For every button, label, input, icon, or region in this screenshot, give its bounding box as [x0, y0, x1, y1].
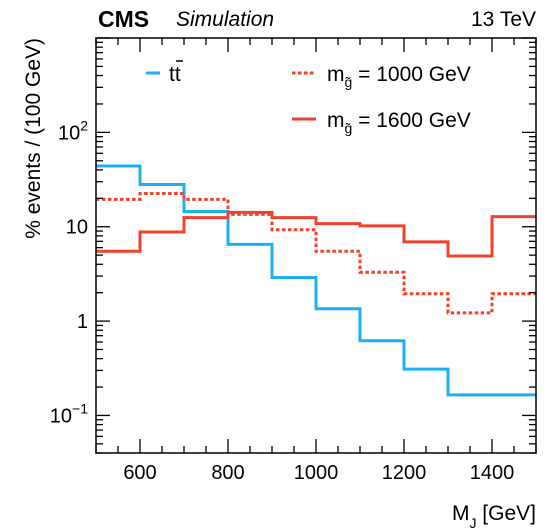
x-axis-title: MJ [GeV] — [452, 502, 536, 531]
x-tick-label: 1200 — [382, 462, 427, 484]
legend-label-gluino1600: mg̃ = 1600 GeV — [327, 109, 471, 136]
y-tick-label: 1 — [77, 311, 88, 333]
experiment-label: CMS — [98, 6, 149, 32]
legend-label-gluino1000: mg̃ = 1000 GeV — [327, 63, 471, 90]
qualifier-label: Simulation — [176, 8, 274, 31]
legend-label-ttbar: tt — [169, 63, 181, 86]
x-axis-title-main: M — [452, 502, 470, 525]
x-tick-label: 800 — [211, 462, 244, 484]
series-line-ttbar — [96, 164, 536, 397]
x-axis-title-unit: [GeV] — [476, 502, 536, 525]
series-layer — [96, 164, 536, 397]
x-tick-label: 600 — [123, 462, 156, 484]
energy-label: 13 TeV — [471, 8, 536, 31]
plot-frame — [95, 37, 537, 454]
legend: tt mg̃ = 1000 GeV mg̃ = 1600 GeV — [146, 60, 471, 136]
series-line-gluino1600 — [96, 210, 536, 258]
y-tick-label: 10 — [66, 217, 88, 239]
x-tick-label: 1400 — [470, 462, 515, 484]
y-tick-label: 10−1 — [50, 400, 88, 427]
series-line-gluino1000 — [96, 192, 536, 315]
x-axis-title-sub: J — [469, 515, 476, 531]
y-tick-label: 102 — [58, 117, 88, 144]
x-tick-label: 1000 — [294, 462, 339, 484]
ticks-layer: 600 800 1000 1200 1400 10−1 1 10 102 — [50, 37, 537, 484]
y-axis-title: % events / (100 GeV) — [22, 38, 45, 239]
